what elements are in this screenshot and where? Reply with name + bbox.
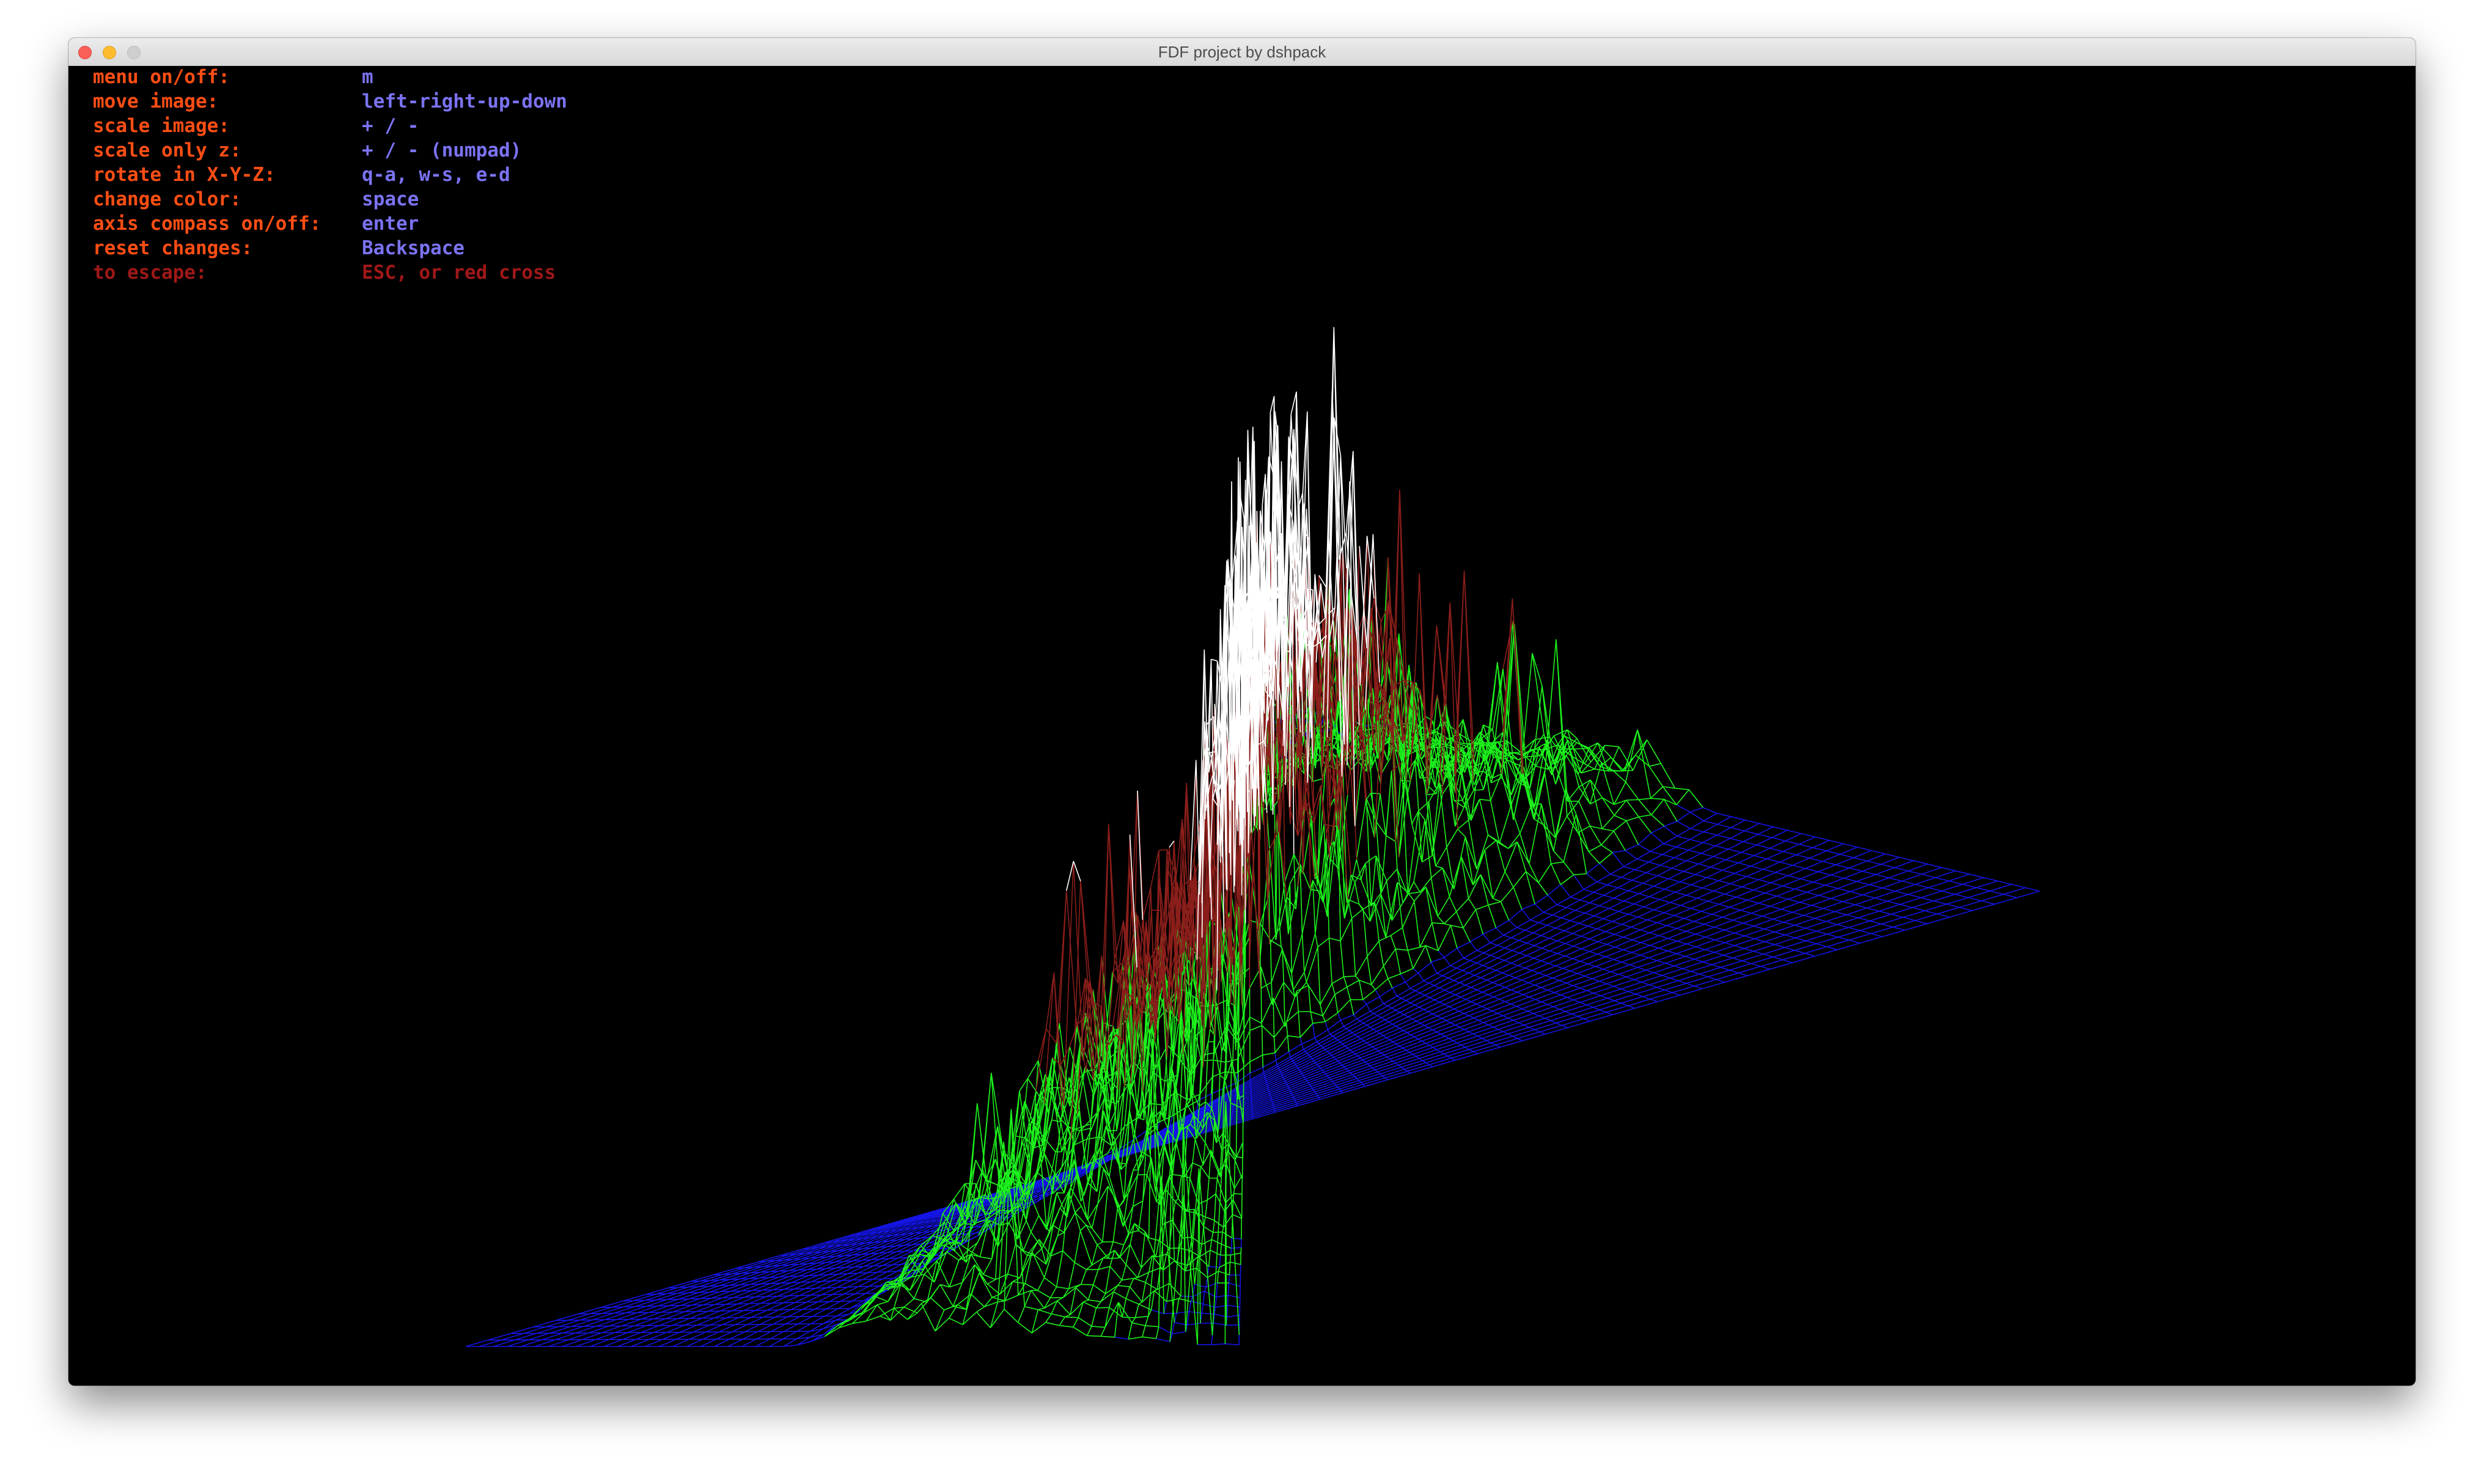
menu-value: + / - [362,115,419,137]
menu-row-move: move image: left-right-up-down [93,89,567,114]
menu-value: m [362,66,373,88]
menu-key: scale image: [93,115,230,137]
menu-row-escape: to escape: ESC, or red cross [93,260,567,285]
zoom-button[interactable] [127,46,141,59]
app-window: FDF project by dshpack menu on/off: m mov… [68,38,2416,1386]
close-button[interactable] [78,46,92,59]
menu-key: to escape: [93,262,207,284]
minimize-button[interactable] [103,46,116,59]
menu-value: left-right-up-down [362,90,567,112]
menu-row-compass: axis compass on/off: enter [93,211,567,236]
window-title: FDF project by dshpack [1158,43,1326,61]
menu-key: change color: [93,188,241,210]
title-bar[interactable]: FDF project by dshpack [68,38,2416,66]
menu-value: space [362,188,419,210]
menu-value: + / - (numpad) [362,139,522,161]
menu-key: move image: [93,90,219,112]
menu-row-color: change color: space [93,187,567,211]
menu-value: Backspace [362,237,465,259]
menu-row-menu-toggle: menu on/off: m [93,65,567,89]
menu-key: scale only z: [93,139,241,161]
menu-row-reset: reset changes: Backspace [93,236,567,260]
wireframe-terrain [465,327,2040,1347]
menu-key: rotate in X-Y-Z: [93,164,276,186]
menu-key: reset changes: [93,237,253,259]
menu-value: enter [362,213,419,235]
menu-row-scale: scale image: + / - [93,114,567,138]
render-canvas[interactable] [68,66,2416,1386]
menu-row-scale-z: scale only z: + / - (numpad) [93,138,567,163]
menu-key: axis compass on/off: [93,213,322,235]
controls-menu: menu on/off: m move image: left-right-up-d… [93,65,567,285]
menu-value: ESC, or red cross [362,262,556,284]
terrain-peak-lines [1066,327,1380,991]
menu-row-rotate: rotate in X-Y-Z: q-a, w-s, e-d [93,163,567,187]
menu-value: q-a, w-s, e-d [362,164,510,186]
menu-key: menu on/off: [93,66,230,88]
